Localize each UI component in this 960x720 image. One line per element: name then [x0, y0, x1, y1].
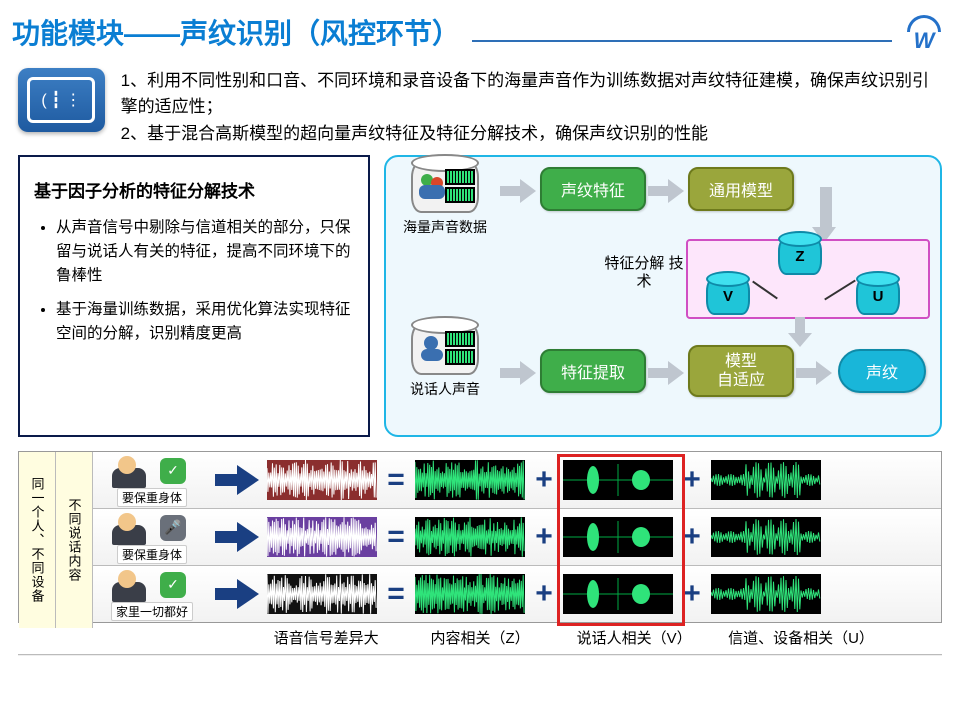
utterance-label: 家里一切都好 [111, 602, 193, 621]
wave-v [563, 517, 673, 557]
waveform-mini-icon [445, 331, 475, 365]
footer-divider [18, 654, 942, 655]
device-icon: ✓ [160, 458, 186, 484]
vlabel-right: 不同说话内容 [56, 452, 93, 628]
plus-op: + [677, 577, 707, 611]
node-model-adapt: 模型 自适应 [688, 345, 794, 397]
plus-op: + [677, 520, 707, 554]
flow-diagram: 海量声音数据 说话人声音 声纹特征 通用模型 特征分解 技术 Z V U 特征提… [384, 155, 942, 437]
node-voiceprint: 声纹 [838, 349, 926, 393]
plus-op: + [677, 463, 707, 497]
logo-glyph: W [914, 32, 935, 50]
wave-z [415, 574, 525, 614]
plus-op: + [529, 520, 559, 554]
intro-section: ( ┇ ⋮ 1、利用不同性别和口音、不同环境和录音设备下的海量声音作为训练数据对… [0, 56, 960, 155]
arrow-right-icon [648, 361, 684, 385]
wave-raw [267, 574, 377, 614]
source-top: 海量声音数据 [390, 161, 500, 237]
person-icon [417, 333, 447, 363]
people-icon [417, 171, 447, 201]
device-icon: ✓ [160, 572, 186, 598]
wave-u [711, 460, 821, 500]
big-arrow-icon [215, 579, 259, 609]
source-bottom: 说话人声音 [390, 323, 500, 399]
arrow-right-icon [796, 361, 832, 385]
big-arrow-icon [215, 465, 259, 495]
wave-raw [267, 517, 377, 557]
utterance-label: 要保重身体 [117, 545, 187, 564]
equals-op: = [381, 463, 411, 497]
equals-op: = [381, 577, 411, 611]
vlabel-left: 同一个人、不同设备 [19, 452, 56, 628]
source-top-label: 海量声音数据 [390, 217, 500, 237]
footer-labels: 语音信号差异大 内容相关（Z） 说话人相关（V） 信道、设备相关（U） [0, 627, 960, 648]
phone-voice-icon: ( ┇ ⋮ [27, 77, 95, 123]
plus-op: + [529, 577, 559, 611]
left-heading: 基于因子分析的特征分解技术 [34, 177, 354, 202]
brand-logo: W [900, 12, 948, 52]
left-panel: 基于因子分析的特征分解技术 从声音信号中剔除与信道相关的部分，只保留与说话人有关… [18, 155, 370, 437]
node-voiceprint-feature: 声纹特征 [540, 167, 646, 211]
intro-line-1: 1、利用不同性别和口音、不同环境和录音设备下的海量声音作为训练数据对声纹特征建模… [121, 68, 942, 121]
footer-c: 说话人相关（V） [574, 627, 694, 648]
arrow-down-icon [788, 317, 812, 347]
intro-line-2: 2、基于混合高斯模型的超向量声纹特征及特征分解技术，确保声纹识别的性能 [121, 121, 942, 147]
arrow-right-icon [500, 179, 536, 203]
wave-z [415, 517, 525, 557]
equals-op: = [381, 520, 411, 554]
wave-z [415, 460, 525, 500]
wave-u [711, 517, 821, 557]
source-bottom-label: 说话人声音 [390, 379, 500, 399]
node-general-model: 通用模型 [688, 167, 794, 211]
decomposition-table: 同一个人、不同设备 不同说话内容 ✓ 要保重身体 = + + 🎤 要保重身体 =… [18, 451, 942, 623]
decomposition-label: 特征分解 技术 [604, 255, 684, 291]
cyl-v: V [706, 277, 750, 315]
footer-b: 内容相关（Z） [420, 627, 540, 648]
waveform-mini-icon [445, 169, 475, 203]
cyl-u: U [856, 277, 900, 315]
speaker-cell: ✓ 家里一切都好 [93, 568, 211, 621]
big-arrow-icon [215, 522, 259, 552]
decomp-row: 🎤 要保重身体 = + + [19, 509, 941, 566]
left-bullet-1: 从声音信号中剔除与信道相关的部分，只保留与说话人有关的特征，提高不同环境下的鲁棒… [56, 216, 354, 288]
speaker-cell: 🎤 要保重身体 [93, 511, 211, 564]
cyl-z: Z [778, 237, 822, 275]
speaker-cell: ✓ 要保重身体 [93, 454, 211, 507]
node-feature-extract: 特征提取 [540, 349, 646, 393]
title-rule [472, 40, 892, 42]
decomp-row: ✓ 家里一切都好 = + + [19, 566, 941, 622]
footer-d: 信道、设备相关（U） [728, 627, 874, 648]
title-bar: 功能模块——声纹识别（风控环节） W [0, 0, 960, 56]
arrow-right-icon [500, 361, 536, 385]
footer-a: 语音信号差异大 [266, 627, 386, 648]
utterance-label: 要保重身体 [117, 488, 187, 507]
plus-op: + [529, 463, 559, 497]
wave-u [711, 574, 821, 614]
wave-v [563, 460, 673, 500]
page-title: 功能模块——声纹识别（风控环节） [12, 12, 460, 52]
arrow-right-icon [648, 179, 684, 203]
intro-text: 1、利用不同性别和口音、不同环境和录音设备下的海量声音作为训练数据对声纹特征建模… [121, 68, 942, 147]
device-icon: 🎤 [160, 515, 186, 541]
wave-v [563, 574, 673, 614]
intro-icon: ( ┇ ⋮ [18, 68, 105, 132]
left-bullet-2: 基于海量训练数据，采用优化算法实现特征空间的分解，识别精度更高 [56, 298, 354, 346]
decomp-row: 同一个人、不同设备 不同说话内容 ✓ 要保重身体 = + + [19, 452, 941, 509]
wave-raw [267, 460, 377, 500]
